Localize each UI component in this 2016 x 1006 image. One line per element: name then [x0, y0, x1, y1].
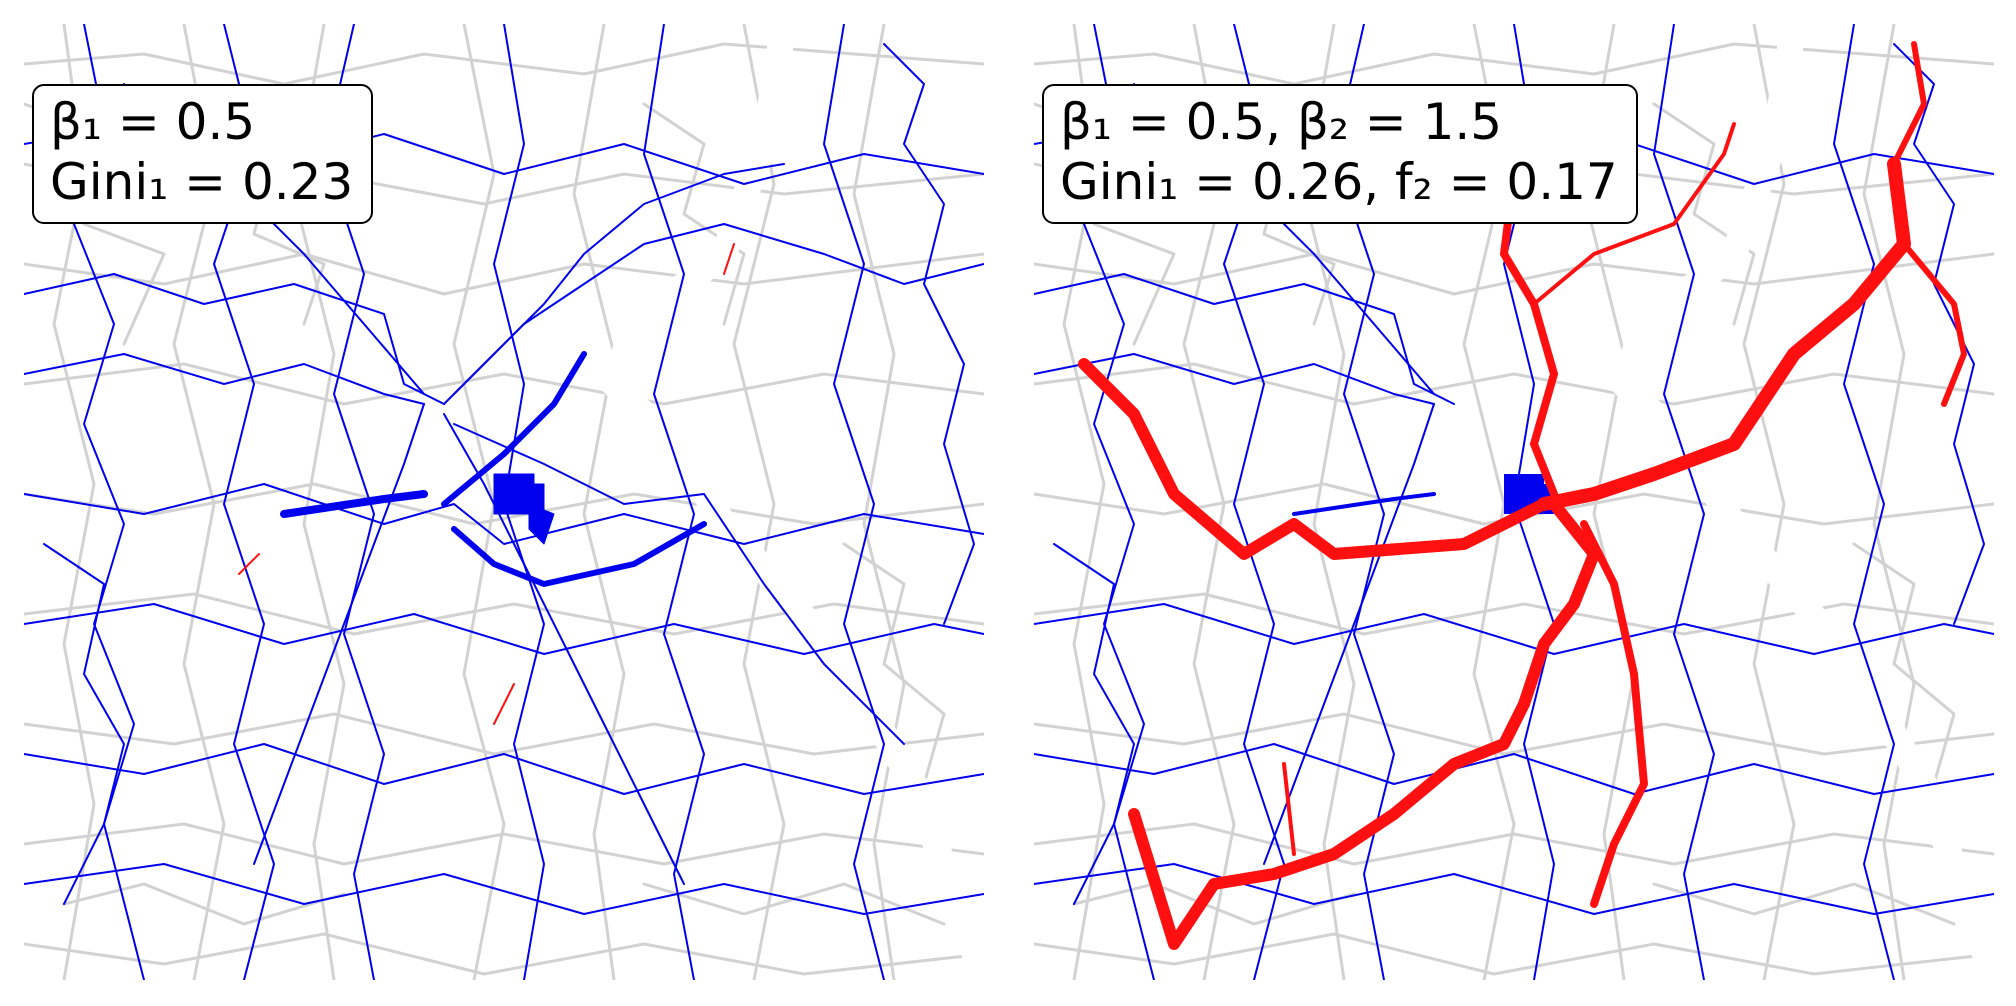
river [1609, 24, 1994, 980]
gini-label: Gini₁ = 0.23 [50, 153, 354, 211]
blue-network-trunk [280, 351, 707, 587]
parameter-label-box: β₁ = 0.5 Gini₁ = 0.23 [32, 84, 374, 224]
red-network [238, 243, 735, 725]
gini-label: Gini₁ = 0.26, f₂ = 0.17 [1060, 153, 1618, 211]
map-panel-right: β₁ = 0.5, β₂ = 1.5 Gini₁ = 0.26, f₂ = 0.… [1034, 24, 1994, 980]
river [599, 24, 984, 980]
red-network [1078, 41, 1967, 950]
beta-label: β₁ = 0.5 [50, 93, 256, 151]
network-map-right [1034, 24, 1994, 980]
beta-label: β₁ = 0.5, β₂ = 1.5 [1060, 93, 1503, 151]
map-panel-left: β₁ = 0.5 Gini₁ = 0.23 [24, 24, 984, 980]
parameter-label-box: β₁ = 0.5, β₂ = 1.5 Gini₁ = 0.26, f₂ = 0.… [1042, 84, 1638, 224]
